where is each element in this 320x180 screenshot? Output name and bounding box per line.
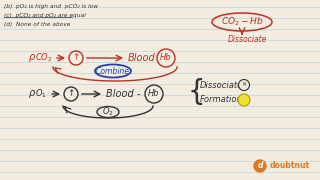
Text: $\rho$: $\rho$ xyxy=(28,52,36,64)
Circle shape xyxy=(254,160,266,172)
Text: doubtnut: doubtnut xyxy=(270,161,310,170)
Circle shape xyxy=(157,49,175,67)
Text: $O_1$: $O_1$ xyxy=(35,88,47,100)
Text: Hb: Hb xyxy=(148,89,160,98)
Text: d: d xyxy=(257,161,263,170)
Text: {: { xyxy=(188,78,206,106)
Text: (c)  pCO₂ and pO₂ are equal: (c) pCO₂ and pO₂ are equal xyxy=(4,13,86,18)
Text: $O_2$: $O_2$ xyxy=(102,106,114,118)
Circle shape xyxy=(64,87,78,101)
Circle shape xyxy=(145,85,163,103)
Text: ↑: ↑ xyxy=(72,53,80,62)
Text: (b)  pO₂ is high and  pCO₂ is low: (b) pO₂ is high and pCO₂ is low xyxy=(4,4,98,9)
Text: Hb: Hb xyxy=(160,53,172,62)
Ellipse shape xyxy=(97,107,119,118)
Text: ↑: ↑ xyxy=(67,89,75,98)
Text: Blood -: Blood - xyxy=(106,89,140,99)
Circle shape xyxy=(238,80,250,91)
Text: Blood: Blood xyxy=(128,53,156,63)
Text: Dissociate: Dissociate xyxy=(200,80,243,89)
Circle shape xyxy=(238,94,250,106)
Text: ✕: ✕ xyxy=(241,82,247,87)
Text: $CO_2 - Hb$: $CO_2 - Hb$ xyxy=(220,16,263,28)
Text: $CO_2$: $CO_2$ xyxy=(35,52,52,64)
Text: Combine: Combine xyxy=(96,66,130,75)
Text: Formation: Formation xyxy=(200,96,243,105)
Circle shape xyxy=(69,51,83,65)
Text: $\rho$: $\rho$ xyxy=(28,88,36,100)
Ellipse shape xyxy=(95,64,131,78)
Text: (d)  None of the above: (d) None of the above xyxy=(4,22,70,27)
Text: Dissociate: Dissociate xyxy=(228,35,268,44)
